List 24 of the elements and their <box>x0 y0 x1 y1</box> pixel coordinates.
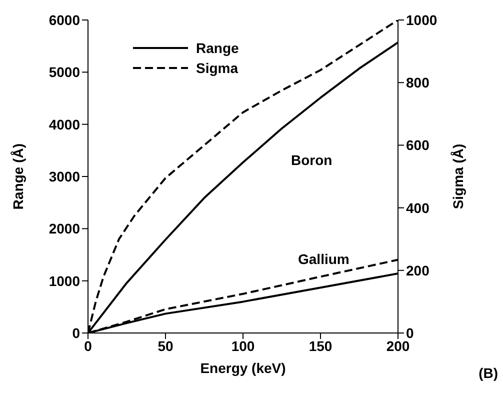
legend-label: Sigma <box>196 60 238 76</box>
y2-axis-title: Sigma (Å) <box>450 144 466 210</box>
legend-label: Range <box>196 40 239 56</box>
y-tick-label: 5000 <box>48 64 80 80</box>
y-tick-label: 4000 <box>48 116 80 132</box>
y-tick-label: 2000 <box>48 220 80 237</box>
y-tick-label: 6000 <box>48 12 80 28</box>
y-tick-label: 3000 <box>48 168 80 184</box>
y-axis-title: Range (Å) <box>10 143 26 210</box>
y2-tick-label: 400 <box>406 200 430 216</box>
x-tick-label: 100 <box>231 338 255 354</box>
x-tick-label: 0 <box>84 338 92 354</box>
annotation: Gallium <box>298 251 350 267</box>
x-axis-title: Energy (keV) <box>200 360 286 376</box>
annotation: Boron <box>291 152 332 168</box>
y2-tick-label: 800 <box>406 74 430 91</box>
text: (B) <box>478 365 498 381</box>
y-tick-label: 0 <box>72 324 80 341</box>
x-tick-label: 150 <box>308 338 332 354</box>
y-tick-label: 1000 <box>48 272 80 289</box>
x-tick-label: 50 <box>158 338 174 354</box>
y2-tick-label: 1000 <box>406 12 438 28</box>
y2-tick-label: 200 <box>406 262 430 278</box>
y2-tick-label: 600 <box>406 137 430 154</box>
